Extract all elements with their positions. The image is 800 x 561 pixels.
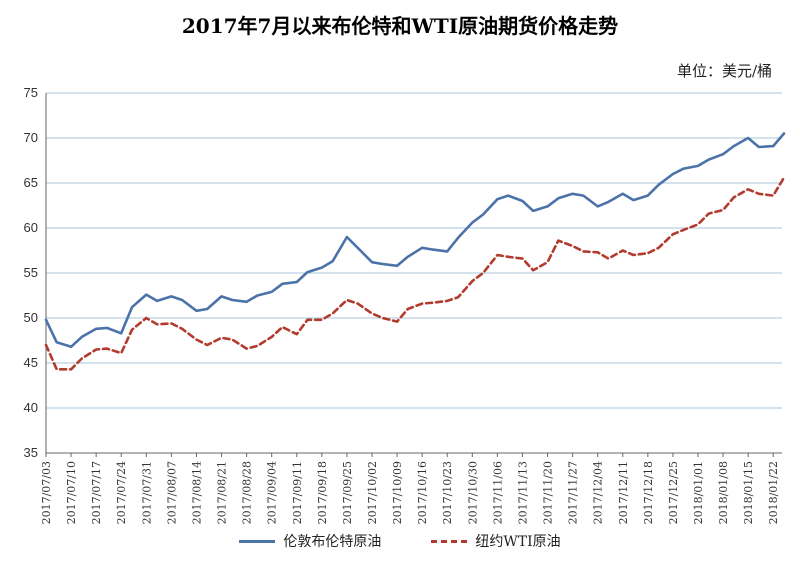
y-tick-label: 70 bbox=[24, 130, 38, 145]
x-tick-label: 2017/10/16 bbox=[416, 461, 429, 524]
legend: 伦敦布伦特原油 纽约WTI原油 bbox=[0, 529, 800, 553]
x-tick-label: 2017/11/27 bbox=[567, 461, 580, 524]
series-line-brent bbox=[44, 132, 786, 349]
series-lines bbox=[44, 132, 786, 371]
x-tick-label: 2017/08/28 bbox=[241, 461, 254, 524]
x-tick-label: 2017/12/18 bbox=[642, 461, 655, 524]
x-tick-label: 2017/10/09 bbox=[391, 461, 404, 524]
x-tick-label: 2017/09/25 bbox=[341, 461, 354, 524]
grid-lines bbox=[46, 92, 782, 409]
y-tick-label: 45 bbox=[24, 355, 38, 370]
x-tick-label: 2017/10/30 bbox=[466, 461, 479, 524]
x-tick-label: 2017/11/13 bbox=[516, 461, 529, 524]
x-tick-label: 2018/01/22 bbox=[767, 461, 780, 524]
x-tick-label: 2018/01/15 bbox=[742, 461, 755, 524]
x-tick-label: 2018/01/01 bbox=[692, 461, 705, 524]
y-tick-label: 65 bbox=[24, 175, 38, 190]
y-tick-label: 55 bbox=[24, 265, 38, 280]
legend-label-wti: 纽约WTI原油 bbox=[475, 534, 561, 550]
series-line-wti bbox=[44, 176, 786, 371]
x-tick-label: 2017/10/02 bbox=[366, 461, 379, 524]
x-tick-label: 2017/07/17 bbox=[90, 461, 103, 524]
x-tick-label: 2018/01/08 bbox=[717, 461, 730, 524]
x-tick-label: 2017/07/24 bbox=[115, 461, 128, 524]
x-tick-label: 2017/08/21 bbox=[216, 461, 229, 524]
y-tick-label: 50 bbox=[24, 310, 38, 325]
x-tick-label: 2017/12/11 bbox=[617, 461, 630, 524]
x-tick-label: 2017/10/23 bbox=[441, 461, 454, 524]
legend-item-brent: 伦敦布伦特原油 bbox=[239, 531, 381, 551]
x-tick-label: 2017/08/07 bbox=[165, 461, 178, 524]
x-tick-label: 2017/11/20 bbox=[542, 461, 555, 524]
x-tick-label: 2017/08/14 bbox=[190, 461, 203, 524]
x-tick-label: 2017/07/31 bbox=[140, 461, 153, 524]
legend-swatch-brent bbox=[239, 539, 276, 543]
y-tick-label: 40 bbox=[24, 400, 38, 415]
x-tick-label: 2017/09/18 bbox=[316, 461, 329, 524]
y-tick-label: 35 bbox=[24, 445, 38, 460]
x-tick-label: 2017/12/04 bbox=[592, 461, 605, 524]
legend-swatch-wti bbox=[431, 539, 468, 543]
x-tick-label: 2017/12/25 bbox=[667, 461, 680, 524]
unit-label: 单位：美元/桶 bbox=[676, 62, 772, 80]
x-tick-label: 2017/07/03 bbox=[40, 461, 53, 524]
x-tick-label: 2017/11/06 bbox=[491, 461, 504, 524]
axes: 35 40 45 50 55 60 65 70 75 2017/07/03 2017/07/10 20… bbox=[24, 85, 782, 524]
legend-label-brent: 伦敦布伦特原油 bbox=[283, 534, 382, 550]
x-tick-label: 2017/09/04 bbox=[266, 461, 279, 524]
x-tick-label: 2017/09/11 bbox=[291, 461, 304, 524]
x-tick-label: 2017/07/10 bbox=[65, 461, 78, 524]
y-tick-label: 75 bbox=[24, 85, 38, 100]
legend-item-wti: 纽约WTI原油 bbox=[431, 531, 561, 551]
chart-title: 2017年7月以来布伦特和WTI原油期货价格走势 bbox=[181, 14, 619, 38]
y-tick-label: 60 bbox=[24, 220, 38, 235]
